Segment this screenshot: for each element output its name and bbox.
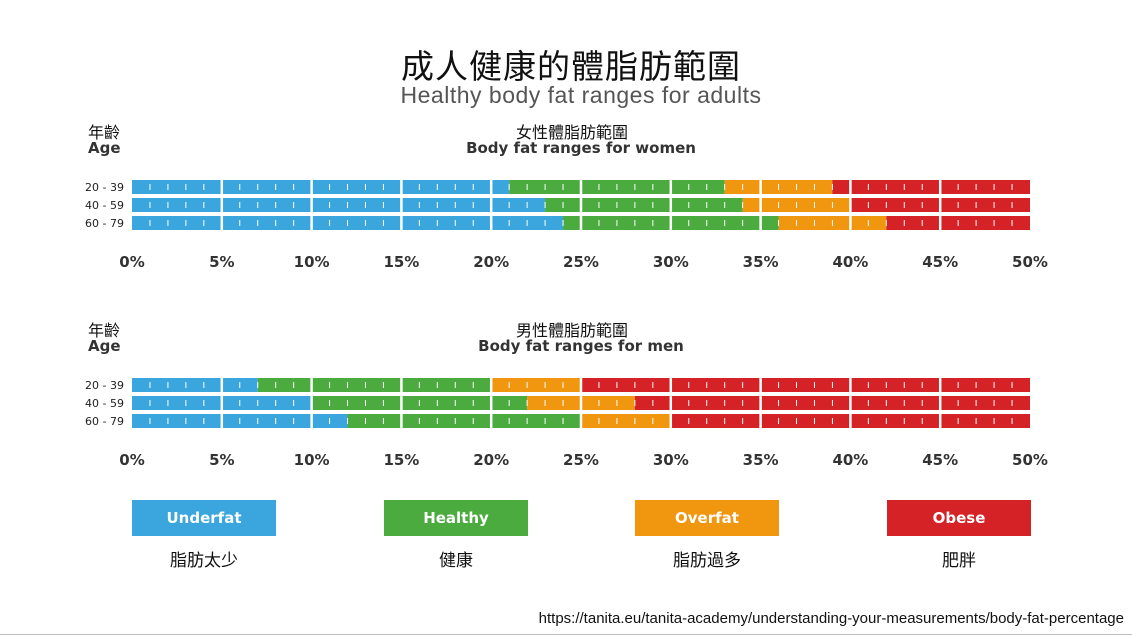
women-bar-healthy bbox=[545, 198, 743, 212]
men-bar-overfat bbox=[491, 378, 581, 392]
women-body-fat-chart: 20 - 39 40 - 59 60 - 79 0% 5% 10% 15% 20% 25% 30%… bbox=[85, 180, 1048, 271]
women-row-label: 60 - 79 bbox=[85, 217, 124, 230]
men-title-zh: 男性體脂肪範圍 bbox=[515, 321, 628, 340]
chart-title-zh: 成人健康的體脂肪範圍 bbox=[401, 47, 741, 86]
men-bar-obese bbox=[581, 378, 1030, 392]
legend-overfat-label-zh: 脂肪過多 bbox=[673, 551, 741, 571]
men-x-tick-label: 15% bbox=[383, 451, 419, 469]
bottom-divider bbox=[0, 634, 1132, 635]
women-x-tick-label: 10% bbox=[294, 253, 330, 271]
men-body-fat-chart: 20 - 39 40 - 59 60 - 79 0% 5% 10% 15% 20% 25% 30%… bbox=[85, 378, 1048, 469]
men-x-tick-label: 25% bbox=[563, 451, 599, 469]
women-row-label: 20 - 39 bbox=[85, 181, 124, 194]
women-x-tick-label: 45% bbox=[922, 253, 958, 271]
men-row-label: 40 - 59 bbox=[85, 397, 124, 410]
women-bar-obese bbox=[832, 180, 1030, 194]
men-x-tick-label: 50% bbox=[1012, 451, 1048, 469]
source-link[interactable]: https://tanita.eu/tanita-academy/underst… bbox=[538, 610, 1124, 627]
men-x-tick-label: 20% bbox=[473, 451, 509, 469]
women-x-tick-label: 25% bbox=[563, 253, 599, 271]
men-x-tick-label: 45% bbox=[922, 451, 958, 469]
men-row-label: 20 - 39 bbox=[85, 379, 124, 392]
legend-underfat-swatch: Underfat bbox=[132, 500, 276, 536]
women-x-tick-label: 35% bbox=[743, 253, 779, 271]
women-x-tick-label: 40% bbox=[832, 253, 868, 271]
men-x-tick-label: 35% bbox=[743, 451, 779, 469]
chart-title-en: Healthy body fat ranges for adults bbox=[400, 82, 762, 108]
legend-underfat-label-zh: 脂肪太少 bbox=[170, 551, 238, 571]
women-x-tick-label: 0% bbox=[119, 253, 144, 271]
women-bar-underfat bbox=[132, 180, 510, 194]
legend-obese-label-zh: 肥胖 bbox=[942, 551, 976, 571]
men-bar-underfat bbox=[132, 378, 258, 392]
men-row-label: 60 - 79 bbox=[85, 415, 124, 428]
legend-overfat-label: Overfat bbox=[675, 509, 739, 527]
age-label-zh-men: 年齡 bbox=[88, 321, 121, 340]
legend-obese-label: Obese bbox=[932, 509, 986, 527]
women-x-tick-label: 30% bbox=[653, 253, 689, 271]
men-x-tick-label: 0% bbox=[119, 451, 144, 469]
women-bar-underfat bbox=[132, 198, 546, 212]
men-bar-overfat bbox=[581, 414, 671, 428]
legend-healthy-label-zh: 健康 bbox=[439, 551, 473, 571]
men-title-en: Body fat ranges for men bbox=[478, 337, 684, 355]
men-x-tick-label: 10% bbox=[294, 451, 330, 469]
legend-overfat-swatch: Overfat bbox=[635, 500, 779, 536]
legend-healthy-swatch: Healthy bbox=[384, 500, 528, 536]
men-x-tick-label: 5% bbox=[209, 451, 234, 469]
women-title-zh: 女性體脂肪範圍 bbox=[515, 123, 628, 142]
women-title-en: Body fat ranges for women bbox=[466, 139, 696, 157]
legend-obese-swatch: Obese bbox=[887, 500, 1031, 536]
women-x-tick-label: 15% bbox=[383, 253, 419, 271]
women-row-label: 40 - 59 bbox=[85, 199, 124, 212]
men-bar-healthy bbox=[347, 414, 581, 428]
legend-healthy-label: Healthy bbox=[423, 509, 489, 527]
women-x-tick-label: 50% bbox=[1012, 253, 1048, 271]
age-label-zh-women: 年齡 bbox=[88, 123, 121, 142]
age-label-en-men: Age bbox=[88, 337, 121, 355]
men-bar-healthy bbox=[257, 378, 492, 392]
men-x-tick-label: 30% bbox=[653, 451, 689, 469]
women-x-tick-label: 5% bbox=[209, 253, 234, 271]
age-label-en-women: Age bbox=[88, 139, 121, 157]
women-x-tick-label: 20% bbox=[473, 253, 509, 271]
legend-underfat-label: Underfat bbox=[166, 509, 242, 527]
men-x-tick-label: 40% bbox=[832, 451, 868, 469]
